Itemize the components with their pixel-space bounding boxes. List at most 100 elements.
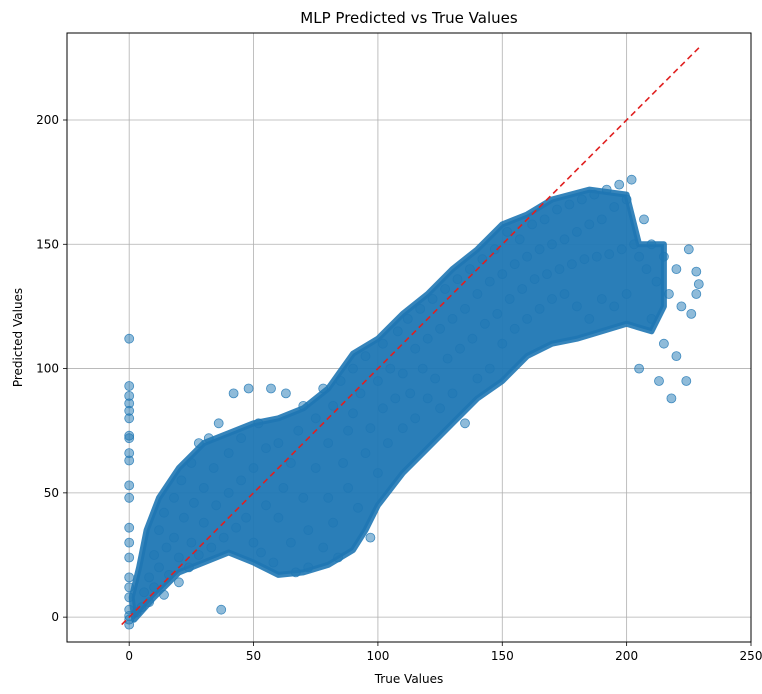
scatter-point xyxy=(497,338,508,349)
scatter-point xyxy=(572,301,582,312)
scatter-point xyxy=(440,284,451,294)
scatter-point xyxy=(236,433,247,444)
scatter-point xyxy=(621,194,632,205)
scatter-point xyxy=(405,388,416,399)
scatter-point xyxy=(484,363,495,374)
reference-line-y-equals-x xyxy=(121,44,702,626)
scatter-point xyxy=(377,403,388,414)
scatter-point xyxy=(584,219,595,230)
y-tick-label: 50 xyxy=(44,486,59,500)
scatter-point xyxy=(651,276,662,287)
chart-title: MLP Predicted vs True Values xyxy=(300,9,518,27)
scatter-point xyxy=(397,423,408,434)
scatter-point xyxy=(522,313,532,324)
scatter-point xyxy=(318,383,329,394)
scatter-point xyxy=(173,552,184,563)
scatter-point xyxy=(338,458,349,468)
scatter-point xyxy=(693,279,704,290)
scatter-point xyxy=(639,214,649,225)
scatter-point xyxy=(547,294,557,304)
scatter-point xyxy=(609,202,620,212)
scatter-point xyxy=(365,423,376,434)
scatter-point xyxy=(542,269,552,280)
scatter-point xyxy=(477,254,488,265)
scatter-point xyxy=(136,602,147,613)
scatter-point xyxy=(514,234,525,245)
scatter-point xyxy=(442,353,453,364)
scatter-point xyxy=(124,582,135,593)
x-tick-label: 50 xyxy=(246,649,261,663)
scatter-point xyxy=(402,313,413,324)
scatter-point xyxy=(328,517,339,528)
scatter-point xyxy=(584,313,595,324)
scatter-point xyxy=(303,525,314,535)
scatter-point xyxy=(671,264,682,275)
scatter-point xyxy=(410,413,421,424)
scatter-point xyxy=(502,226,513,237)
scatter-point xyxy=(365,532,376,543)
scatter-point xyxy=(509,259,520,270)
scatter-point xyxy=(659,338,669,349)
scatter-point xyxy=(691,266,702,277)
scatter-point xyxy=(591,251,602,262)
scatter-point xyxy=(211,500,222,511)
scatter-point xyxy=(452,274,463,285)
scatter-point xyxy=(671,351,682,362)
scatter-point xyxy=(641,264,652,275)
reference-line-layer xyxy=(121,44,702,626)
scatter-point xyxy=(455,343,465,354)
scatter-point xyxy=(589,189,600,200)
scatter-point xyxy=(430,373,441,384)
scatter-point xyxy=(323,492,334,503)
scatter-point xyxy=(686,308,697,319)
scatter-point xyxy=(124,572,135,583)
scatter-point xyxy=(310,413,321,424)
x-tick-label: 200 xyxy=(615,649,638,663)
scatter-point xyxy=(472,289,483,299)
scatter-point xyxy=(335,376,346,386)
scatter-point xyxy=(203,433,214,444)
scatter-point xyxy=(243,383,254,394)
scatter-point xyxy=(596,294,607,304)
scatter-point xyxy=(285,537,296,548)
scatter-point xyxy=(377,338,388,349)
scatter-point xyxy=(124,592,135,603)
scatter-point xyxy=(303,562,314,573)
scatter-point xyxy=(273,512,284,523)
scatter-point xyxy=(248,463,259,473)
scatter-point xyxy=(248,537,259,548)
scatter-point xyxy=(228,388,239,399)
scatter-point xyxy=(310,463,321,473)
scatter-point xyxy=(654,376,664,386)
scatter-point xyxy=(241,512,252,523)
scatter-point xyxy=(268,557,279,568)
scatter-point xyxy=(124,333,135,344)
scatter-point xyxy=(149,582,160,593)
scatter-point xyxy=(298,492,309,503)
scatter-point xyxy=(124,390,135,401)
scatter-point xyxy=(236,475,247,486)
scatter-point xyxy=(208,463,219,473)
scatter-point xyxy=(161,542,172,553)
scatter-point xyxy=(534,303,545,314)
y-tick-label: 200 xyxy=(36,113,59,127)
scatter-point xyxy=(372,376,383,386)
y-axis-label: Predicted Values xyxy=(11,288,25,387)
scatter-point xyxy=(360,351,371,362)
scatter-point xyxy=(664,289,674,299)
scatter-point xyxy=(372,468,383,478)
scatter-point xyxy=(159,507,169,518)
scatter-point xyxy=(497,269,508,280)
y-tick-label: 0 xyxy=(51,610,59,624)
x-tick-label: 100 xyxy=(366,649,389,663)
scatter-point xyxy=(333,552,344,563)
scatter-point xyxy=(261,443,271,454)
scatter-point xyxy=(231,522,242,533)
scatter-point xyxy=(529,274,540,285)
scatter-point xyxy=(176,475,187,486)
scatter-point xyxy=(144,572,155,583)
scatter-point xyxy=(193,438,204,449)
scatter-point xyxy=(472,373,483,384)
